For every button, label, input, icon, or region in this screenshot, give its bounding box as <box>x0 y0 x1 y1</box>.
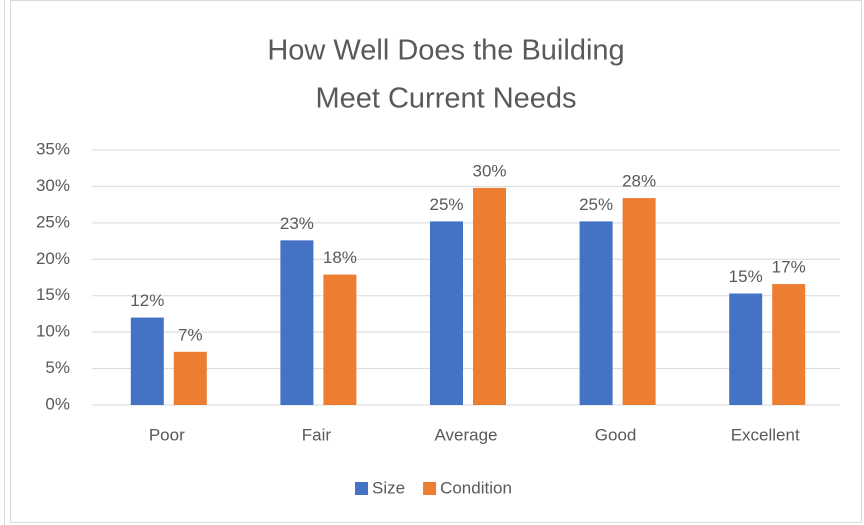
bar <box>173 351 207 405</box>
x-tick-label: Fair <box>302 425 332 444</box>
legend-label: Size <box>372 478 405 497</box>
y-tick-label: 15% <box>36 285 70 304</box>
x-tick-label: Average <box>434 425 497 444</box>
legend-label: Condition <box>440 478 512 497</box>
y-tick-label: 20% <box>36 249 70 268</box>
x-tick-label: Excellent <box>731 425 800 444</box>
chart-title: Meet Current Needs <box>315 83 576 115</box>
bar <box>729 293 763 405</box>
bar <box>473 187 506 405</box>
legend-swatch <box>423 482 437 495</box>
data-label: 28% <box>622 172 656 191</box>
data-label: 30% <box>472 161 506 180</box>
data-label: 23% <box>280 214 314 233</box>
x-tick-label: Good <box>595 425 637 444</box>
bar <box>579 221 613 405</box>
legend-swatch <box>355 482 368 495</box>
data-label: 25% <box>429 195 463 214</box>
data-label: 17% <box>772 258 806 277</box>
y-tick-label: 0% <box>45 394 70 413</box>
bar <box>280 240 314 405</box>
y-tick-label: 35% <box>36 139 70 158</box>
data-label: 12% <box>130 291 164 310</box>
bar <box>130 317 164 405</box>
chart-title: How Well Does the Building <box>267 35 624 67</box>
bar <box>323 274 357 405</box>
bar <box>772 284 806 405</box>
data-label: 7% <box>178 325 203 344</box>
x-tick-label: Poor <box>149 425 185 444</box>
data-label: 18% <box>323 248 357 267</box>
data-label: 15% <box>729 267 763 286</box>
y-tick-label: 30% <box>36 176 70 195</box>
y-tick-label: 25% <box>36 212 70 231</box>
y-tick-label: 5% <box>45 358 70 377</box>
y-tick-label: 10% <box>36 322 70 341</box>
bar <box>430 221 463 405</box>
bar <box>622 198 656 405</box>
data-label: 25% <box>579 195 613 214</box>
